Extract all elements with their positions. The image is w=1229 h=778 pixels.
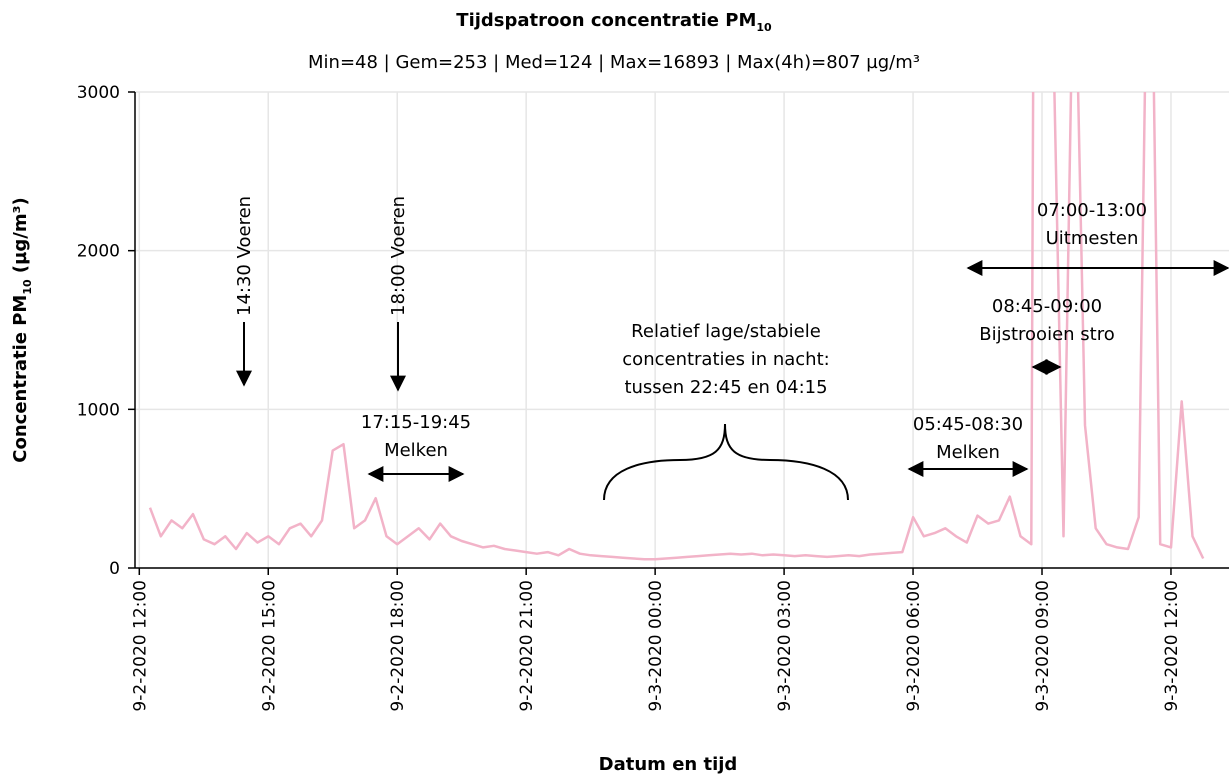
annotation: 07:00-13:00 — [1037, 200, 1147, 221]
y-tick-label: 3000 — [77, 83, 120, 103]
brace — [603, 423, 849, 501]
annotation: Bijstrooien stro — [979, 324, 1114, 345]
annotation: 18:00 Voeren — [388, 196, 409, 316]
text-part: Tijdspatroon concentratie PM — [456, 10, 756, 31]
annotations: 14:30 Voeren 18:00 Voeren 17:15-19:45 Melke… — [234, 196, 1229, 501]
x-tick-label: 9-2-2020 12:00 — [130, 580, 150, 712]
annotation: 05:45-08:30 — [913, 414, 1023, 435]
annotation: Melken — [384, 440, 448, 461]
x-tick-label: 9-3-2020 00:00 — [646, 580, 666, 712]
text-part: Concentratie PM — [10, 295, 31, 463]
annotation: concentraties in nacht: — [622, 349, 829, 370]
chart-title: Tijdspatroon concentratie PM10 — [456, 10, 772, 34]
x-tick-label: 9-3-2020 09:00 — [1033, 580, 1053, 712]
annotation: 08:45-09:00 — [992, 296, 1102, 317]
x-tick-label: 9-2-2020 21:00 — [517, 580, 537, 712]
chart-subtitle: Min=48 | Gem=253 | Med=124 | Max=16893 |… — [308, 52, 920, 73]
annotation: Melken — [936, 442, 1000, 463]
x-tick-label: 9-2-2020 18:00 — [388, 580, 408, 712]
x-tick-label: 9-3-2020 03:00 — [775, 580, 795, 712]
x-tick-label: 9-3-2020 12:00 — [1162, 580, 1182, 712]
plot — [148, 92, 1205, 561]
x-tick-label: 9-2-2020 15:00 — [259, 580, 279, 712]
series-line — [148, 92, 1205, 561]
annotation: 14:30 Voeren — [234, 196, 255, 316]
y-axis-label: Concentratie PM10 (µg/m³) — [10, 197, 34, 462]
annotation: tussen 22:45 en 04:15 — [624, 377, 827, 398]
text-part: 10 — [756, 21, 772, 34]
text-part: 10 — [21, 279, 34, 295]
grid — [135, 91, 1229, 569]
text-part: (µg/m³) — [10, 197, 31, 279]
annotation: 17:15-19:45 — [361, 412, 471, 433]
y-tick-label: 1000 — [77, 400, 120, 420]
y-tick-label: 0 — [109, 559, 120, 579]
x-axis-label: Datum en tijd — [599, 754, 738, 775]
annotation: Uitmesten — [1046, 228, 1139, 249]
x-tick-label: 9-3-2020 06:00 — [904, 580, 924, 712]
y-tick-label: 2000 — [77, 242, 120, 262]
annotation: Relatief lage/stabiele — [631, 321, 821, 342]
